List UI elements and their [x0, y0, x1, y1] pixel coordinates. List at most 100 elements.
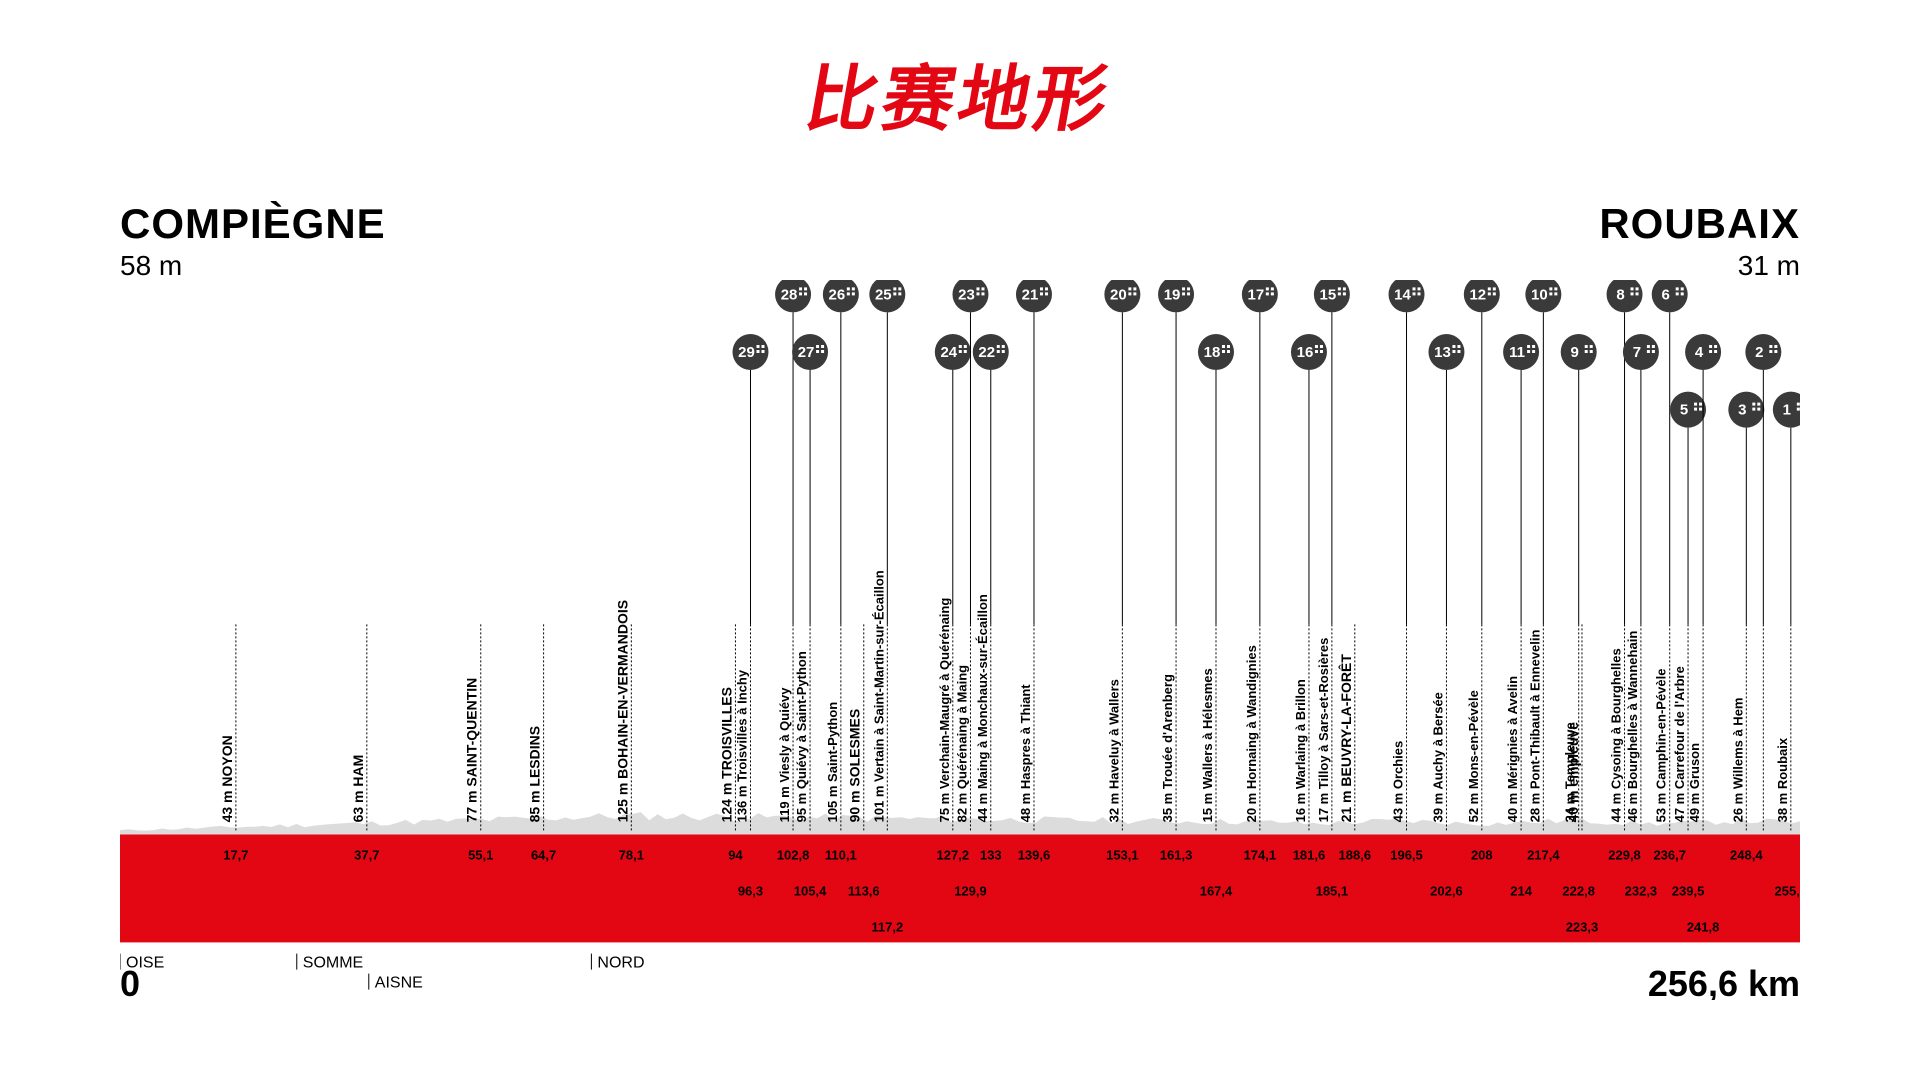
- sector-difficulty-dot: [1631, 292, 1634, 295]
- sector-difficulty-dot: [1133, 287, 1136, 290]
- waypoint-label: 125 m BOHAIN-EN-VERMANDOIS: [614, 600, 630, 822]
- sector-number: 10: [1531, 286, 1548, 303]
- waypoint-label: 35 m Trouée d'Arenberg: [1160, 674, 1175, 822]
- sector-difficulty-dot: [1532, 350, 1535, 353]
- waypoint-km: 214: [1510, 884, 1532, 899]
- sector-difficulty-dot: [1549, 292, 1552, 295]
- sector-number: 16: [1297, 344, 1314, 361]
- sector-number: 19: [1164, 286, 1181, 303]
- sector-difficulty-dot: [1636, 292, 1639, 295]
- sector-difficulty-dot: [821, 345, 824, 348]
- sector-difficulty-dot: [1128, 287, 1131, 290]
- sector-difficulty-dot: [893, 287, 896, 290]
- sector-difficulty-dot: [1227, 350, 1230, 353]
- sector-number: 21: [1022, 286, 1039, 303]
- waypoint-label: 40 m Mérignies à Avelin: [1505, 676, 1520, 822]
- waypoint-label: 90 m SOLESMES: [847, 709, 863, 823]
- end-city-block: ROUBAIX 31 m: [1599, 200, 1800, 282]
- sector-difficulty-dot: [1527, 350, 1530, 353]
- sector-difficulty-dot: [1590, 345, 1593, 348]
- sector-difficulty-dot: [799, 287, 802, 290]
- waypoint-label: 48 m Haspres à Thiant: [1018, 684, 1033, 823]
- waypoint-label: 43 m NOYON: [219, 735, 235, 822]
- end-city-name: ROUBAIX: [1599, 200, 1800, 248]
- waypoint-km: 55,1: [468, 848, 493, 863]
- waypoint-km: 127,2: [937, 848, 970, 863]
- sector-number: 15: [1320, 286, 1337, 303]
- sector-difficulty-dot: [847, 287, 850, 290]
- waypoint-label: 136 m Troisvilles à Inchy: [734, 669, 749, 822]
- sector-difficulty-dot: [964, 350, 967, 353]
- sector-difficulty-dot: [1774, 345, 1777, 348]
- sector-difficulty-dot: [1045, 287, 1048, 290]
- start-city-elev: 58 m: [120, 250, 386, 282]
- waypoint-km: 255,2: [1775, 884, 1800, 899]
- sector-difficulty-dot: [1413, 287, 1416, 290]
- waypoint-label: 82 m Quérénaing à Maing: [954, 665, 969, 823]
- waypoint-label: 20 m Hornaing à Wandignies: [1244, 645, 1259, 822]
- sector-difficulty-dot: [1338, 292, 1341, 295]
- sector-difficulty-dot: [804, 292, 807, 295]
- waypoint-km: 188,6: [1339, 848, 1372, 863]
- waypoint-km: 208: [1471, 848, 1493, 863]
- sector-difficulty-dot: [1652, 345, 1655, 348]
- sector-difficulty-dot: [1315, 345, 1318, 348]
- sector-difficulty-dot: [847, 292, 850, 295]
- sector-number: 25: [875, 286, 892, 303]
- sector-number: 26: [828, 286, 845, 303]
- waypoint-km: 161,3: [1160, 848, 1193, 863]
- waypoint-km: 217,4: [1527, 848, 1560, 863]
- waypoint-label: 75 m Verchain-Maugré à Quérénaing: [937, 598, 952, 823]
- sector-difficulty-dot: [893, 292, 896, 295]
- sector-number: 7: [1633, 344, 1641, 361]
- sector-difficulty-dot: [1769, 345, 1772, 348]
- waypoint-km: 64,7: [531, 848, 556, 863]
- sector-difficulty-dot: [1681, 292, 1684, 295]
- sector-number: 6: [1662, 286, 1670, 303]
- sector-number: 27: [798, 344, 815, 361]
- sector-difficulty-dot: [1709, 350, 1712, 353]
- sector-number: 17: [1248, 286, 1265, 303]
- sector-difficulty-dot: [1128, 292, 1131, 295]
- sector-difficulty-dot: [1002, 345, 1005, 348]
- sector-difficulty-dot: [1002, 350, 1005, 353]
- sector-difficulty-dot: [1714, 350, 1717, 353]
- sector-difficulty-dot: [816, 350, 819, 353]
- waypoint-label: 17 m Tilloy à Sars-et-Rosières: [1316, 638, 1331, 823]
- sector-number: 22: [978, 344, 995, 361]
- waypoint-label: 44 m Maing à Monchaux-sur-Écaillon: [975, 594, 990, 822]
- sector-difficulty-dot: [1681, 287, 1684, 290]
- waypoint-label: 28 m Pont-Thibault à Ennevelin: [1527, 629, 1542, 822]
- waypoint-km: 78,1: [619, 848, 644, 863]
- waypoint-label: 101 m Vertain à Saint-Martin-sur-Écaillo…: [871, 570, 886, 822]
- sector-difficulty-dot: [959, 350, 962, 353]
- sector-difficulty-dot: [1045, 292, 1048, 295]
- sector-difficulty-dot: [1647, 350, 1650, 353]
- sector-difficulty-dot: [1343, 287, 1346, 290]
- waypoint-km: 239,5: [1672, 884, 1705, 899]
- sector-difficulty-dot: [1714, 345, 1717, 348]
- waypoint-label: 53 m Camphin-en-Pévèle: [1654, 669, 1669, 823]
- sector-difficulty-dot: [1418, 292, 1421, 295]
- sector-difficulty-dot: [976, 292, 979, 295]
- sector-difficulty-dot: [997, 345, 1000, 348]
- sector-difficulty-dot: [1187, 292, 1190, 295]
- waypoint-km: 202,6: [1430, 884, 1463, 899]
- sector-number: 13: [1434, 344, 1451, 361]
- sector-difficulty-dot: [964, 345, 967, 348]
- sector-difficulty-dot: [1338, 287, 1341, 290]
- sector-difficulty-dot: [1694, 408, 1697, 411]
- sector-difficulty-dot: [852, 287, 855, 290]
- region-label: SOMME: [303, 955, 363, 972]
- sector-difficulty-dot: [1182, 287, 1185, 290]
- start-city-block: COMPIÈGNE 58 m: [120, 200, 386, 282]
- sector-difficulty-dot: [756, 350, 759, 353]
- waypoint-km: 229,8: [1608, 848, 1641, 863]
- waypoint-label: 21 m BEUVRY-LA-FORÊT: [1337, 654, 1354, 823]
- sector-difficulty-dot: [1631, 287, 1634, 290]
- waypoint-km: 133: [980, 848, 1002, 863]
- waypoint-label: 15 m Wallers à Hélesmes: [1200, 668, 1215, 822]
- sector-difficulty-dot: [1676, 287, 1679, 290]
- waypoint-km: 139,6: [1018, 848, 1051, 863]
- sector-difficulty-dot: [1652, 350, 1655, 353]
